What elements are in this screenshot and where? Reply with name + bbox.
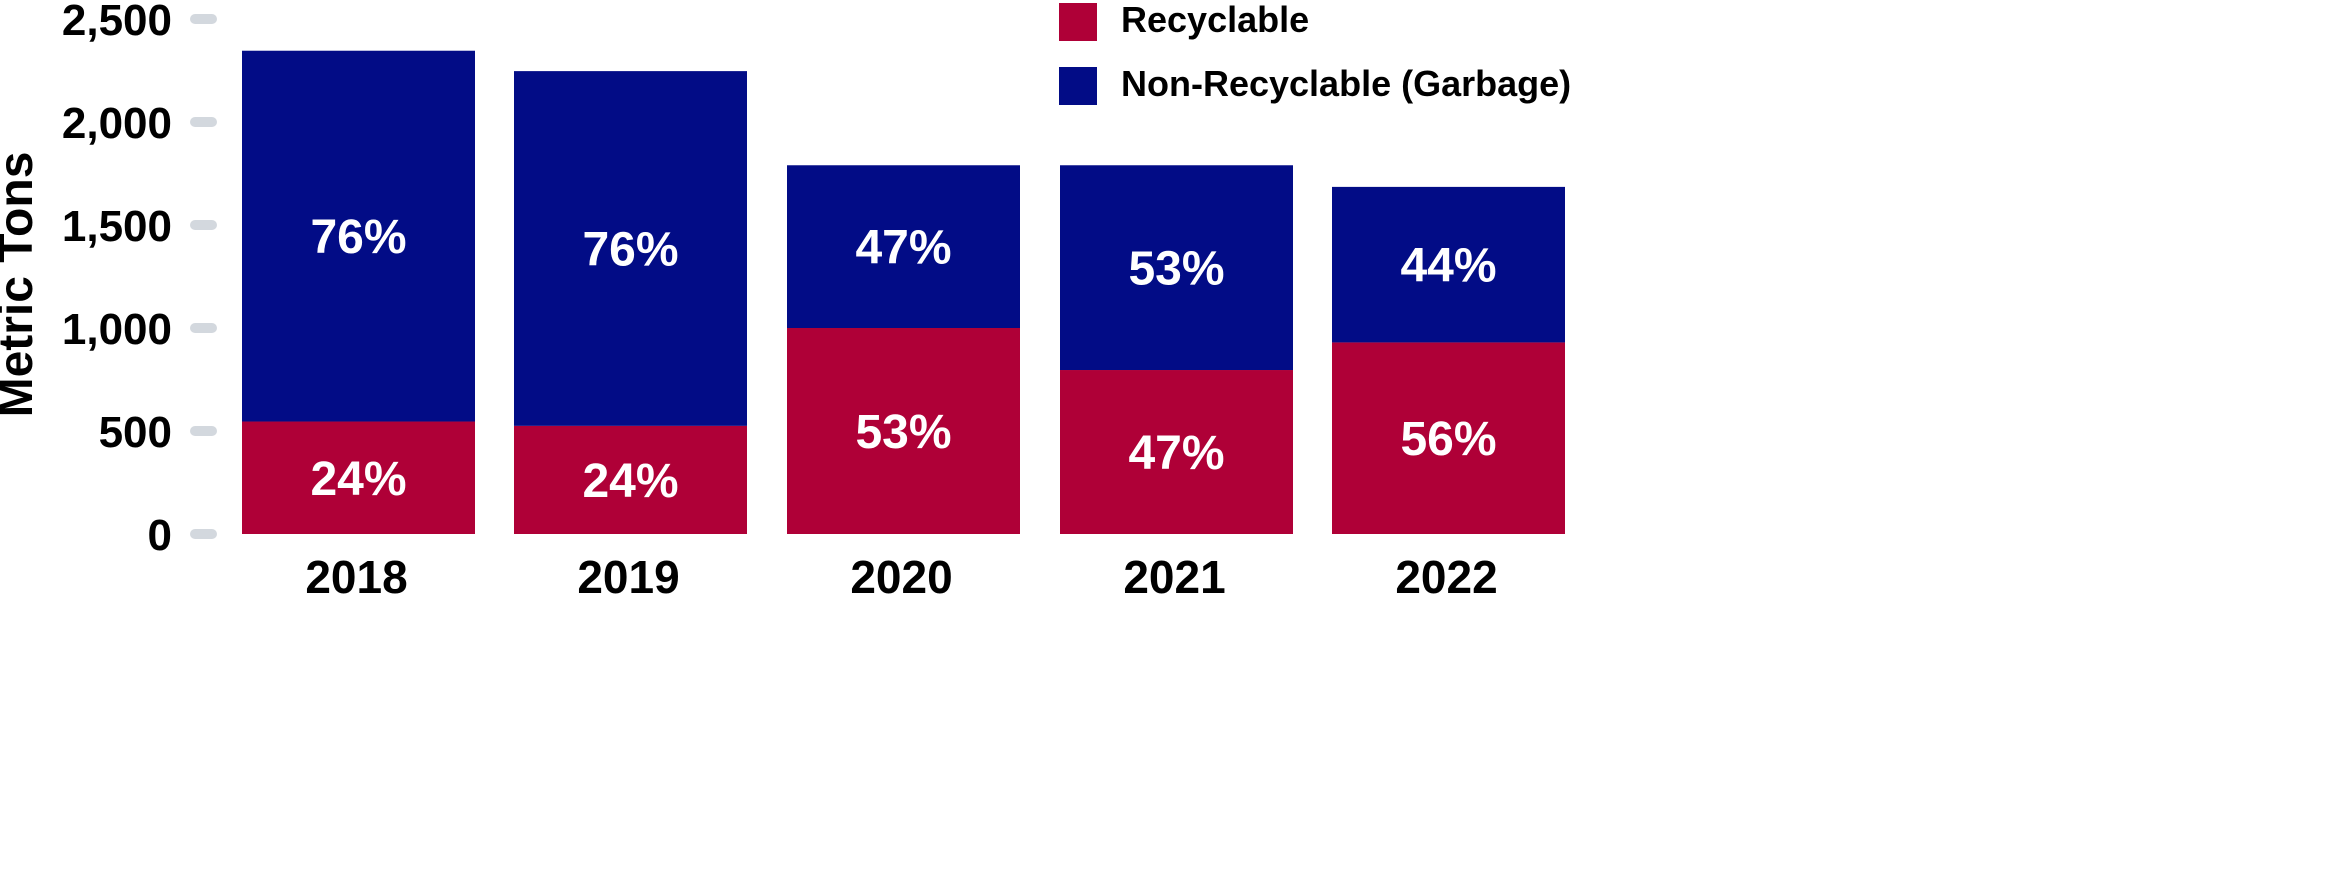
bar-segment-recyclable-2020 [787,328,1020,534]
data-label: 24% [582,455,678,508]
legend-swatch [1059,67,1097,105]
bar-segment-recyclable-2019 [514,425,747,534]
y-tick-label: 1,500 [62,202,172,251]
data-label: 76% [310,211,406,264]
bar-segment-non-recyclable-2021 [1060,165,1293,371]
bars: 24% 76% 24% 76% 53% 47% 47% 53% 56% 44% [242,50,1565,534]
y-tick-label: 2,500 [62,0,172,45]
x-tick-label: 2018 [305,551,407,603]
data-label: 44% [1400,240,1496,293]
x-tick-label: 2020 [850,551,952,603]
y-tick-mark [190,117,217,127]
y-tick-mark [190,529,217,539]
legend-swatch [1059,3,1097,41]
y-tick-mark [190,220,217,230]
y-axis: 0 500 1,000 1,500 2,000 2,500 [62,0,217,560]
data-label: 47% [855,222,951,275]
y-tick-mark [190,426,217,436]
y-tick-label: 500 [99,408,172,457]
bar-segment-non-recyclable-2022 [1332,186,1565,343]
legend-label: Recyclable [1121,0,1309,40]
bar-segment-recyclable-2018 [242,421,475,534]
bar-segment-non-recyclable-2020 [787,165,1020,328]
data-label: 47% [1128,427,1224,480]
x-tick-label: 2022 [1395,551,1497,603]
y-axis-label: Metric Tons [0,152,43,418]
data-label: 53% [855,406,951,459]
x-axis: 2018 2019 2020 2021 2022 [305,551,1497,603]
y-tick-mark [190,14,217,24]
y-tick-label: 0 [148,511,172,560]
bar-segment-non-recyclable-2018 [242,50,475,422]
data-label: 76% [582,223,678,276]
bar-segment-recyclable-2022 [1332,342,1565,534]
data-label: 53% [1128,243,1224,296]
bar-segment-non-recyclable-2019 [514,71,747,426]
y-tick-label: 1,000 [62,305,172,354]
legend: Recyclable Non-Recyclable (Garbage) [1059,0,1571,105]
data-label: 56% [1400,413,1496,466]
bar-segment-recyclable-2021 [1060,370,1293,534]
x-tick-label: 2021 [1123,551,1225,603]
x-tick-label: 2019 [577,551,679,603]
data-label: 24% [310,453,406,506]
y-tick-mark [190,323,217,333]
legend-label: Non-Recyclable (Garbage) [1121,63,1571,104]
y-tick-label: 2,000 [62,99,172,148]
